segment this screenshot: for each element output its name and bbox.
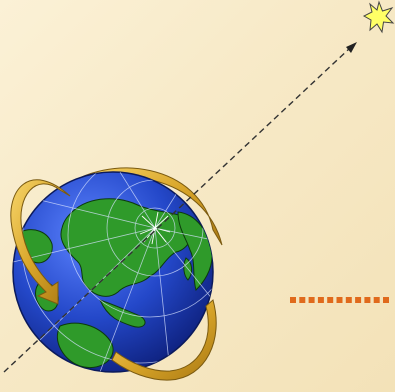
- dotted-marker-dot: [364, 297, 371, 303]
- dotted-marker: [290, 297, 389, 303]
- dotted-marker-dot: [336, 297, 343, 303]
- north-pole-marker: [139, 211, 171, 245]
- dotted-marker-dot: [373, 297, 380, 303]
- dotted-marker-dot: [290, 297, 296, 303]
- dotted-marker-dot: [299, 297, 306, 303]
- axis-arrow-icon: [346, 42, 357, 53]
- dotted-marker-dot: [355, 297, 362, 303]
- rotation-axis-line: [3, 47, 351, 373]
- dotted-marker-dot: [317, 297, 324, 303]
- landmass-australia: [57, 322, 114, 368]
- dotted-marker-dot: [345, 297, 352, 303]
- rotation-arrow-icon: [10, 179, 217, 381]
- orbit-ribbon-front-left: [10, 179, 71, 305]
- earth-globe-icon: [12, 171, 214, 373]
- dotted-marker-dot: [308, 297, 315, 303]
- star-icon: [362, 0, 395, 34]
- orbit-ribbon-front-bottom: [111, 299, 217, 381]
- dotted-marker-dot: [383, 297, 389, 303]
- dotted-marker-dot: [327, 297, 334, 303]
